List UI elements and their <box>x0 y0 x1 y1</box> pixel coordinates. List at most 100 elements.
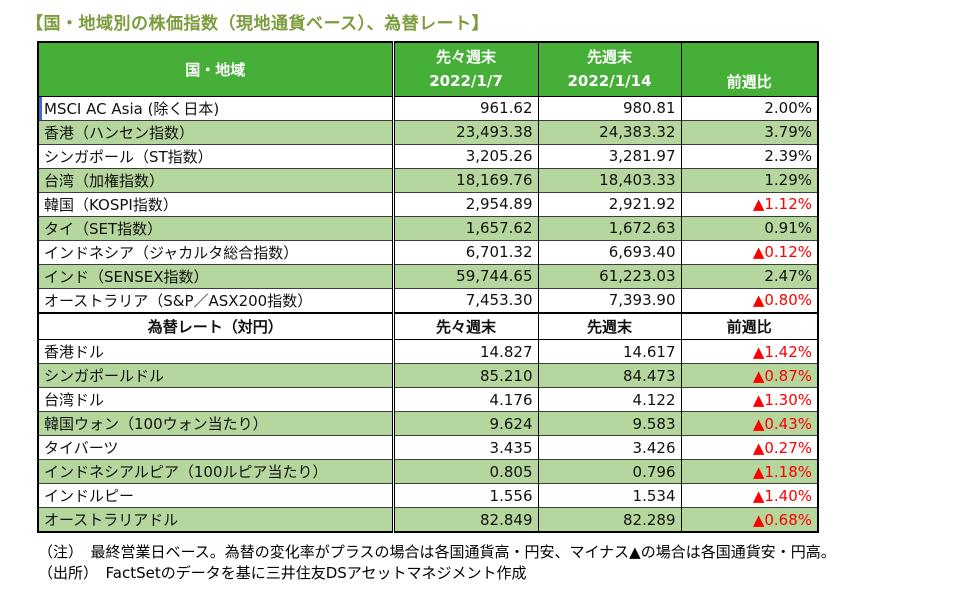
header-week-before-last-label: 先々週末 <box>435 48 496 67</box>
country-name-cell: オーストラリア（S&P／ASX200指数） <box>37 287 395 313</box>
header-wow-change: 前週比 <box>680 42 818 97</box>
fx-header-wow-change: 前週比 <box>680 311 818 340</box>
table-row: タイバーツ 3.435 3.426 ▲0.27% <box>37 435 818 460</box>
last-week-value-cell: 7,393.90 <box>537 287 681 313</box>
table-row: オーストラリア（S&P／ASX200指数） 7,453.30 7,393.90 ▲0.… <box>37 287 818 313</box>
week-before-last-value-cell: 2,954.89 <box>392 191 538 216</box>
table-row: 韓国（KOSPI指数） 2,954.89 2,921.92 ▲1.12% <box>37 191 818 216</box>
table-row: 台湾ドル 4.176 4.122 ▲1.30% <box>37 387 818 412</box>
week-before-last-value-cell: 0.805 <box>392 459 538 484</box>
week-before-last-value-cell: 9.624 <box>392 411 538 436</box>
country-name-cell: シンガポール（ST指数） <box>37 143 395 168</box>
last-week-value-cell: 14.617 <box>537 339 681 364</box>
country-name-cell: タイバーツ <box>37 435 395 460</box>
country-name-cell: 香港ドル <box>37 339 395 364</box>
table-row: タイ（SET指数） 1,657.62 1,672.63 0.91% <box>37 215 818 240</box>
wow-change-cell: 2.39% <box>680 143 818 168</box>
stock-table-body: MSCI AC Asia (除く日本) 961.62 980.81 2.00% 香港（ハ… <box>37 96 818 313</box>
last-week-value-cell: 1,672.63 <box>537 215 681 240</box>
last-week-value-cell: 4.122 <box>537 387 681 412</box>
week-before-last-value-cell: 4.176 <box>392 387 538 412</box>
note-line: （注） 最終営業日ベース。為替の変化率がプラスの場合は各国通貨高・円安、マイナス… <box>38 543 836 561</box>
last-week-value-cell: 2,921.92 <box>537 191 681 216</box>
wow-change-cell: ▲0.80% <box>680 287 818 313</box>
table-row: 香港ドル 14.827 14.617 ▲1.42% <box>37 339 818 364</box>
wow-change-cell: 2.00% <box>680 96 818 120</box>
last-week-value-cell: 3,281.97 <box>537 143 681 168</box>
stock-table-header: 国・地域 先々週末 2022/1/7 先週末 2022/1/14 前週比 <box>37 42 818 97</box>
page-title: 【国・地域別の株価指数（現地通貨ベース）、為替レート】 <box>26 14 490 34</box>
table-row: インドネシア（ジャカルタ総合指数） 6,701.32 6,693.40 ▲0.12% <box>37 239 818 264</box>
week-before-last-value-cell: 18,169.76 <box>392 167 538 192</box>
wow-change-cell: ▲1.42% <box>680 339 818 364</box>
week-before-last-value-cell: 1.556 <box>392 483 538 508</box>
week-before-last-value-cell: 7,453.30 <box>392 287 538 313</box>
week-before-last-value-cell: 23,493.38 <box>392 119 538 144</box>
table-row: インド（SENSEX指数） 59,744.65 61,223.03 2.47% <box>37 263 818 288</box>
header-last-week-date: 2022/1/14 <box>567 72 652 91</box>
country-name-cell: オーストラリアドル <box>37 507 395 532</box>
country-name-cell: タイ（SET指数） <box>37 215 395 240</box>
last-week-value-cell: 1.534 <box>537 483 681 508</box>
week-before-last-value-cell: 59,744.65 <box>392 263 538 288</box>
wow-change-cell: ▲1.30% <box>680 387 818 412</box>
wow-change-cell: ▲0.87% <box>680 363 818 388</box>
last-week-value-cell: 6,693.40 <box>537 239 681 264</box>
table-row: 韓国ウォン（100ウォン当たり） 9.624 9.583 ▲0.43% <box>37 411 818 436</box>
wow-change-cell: 0.91% <box>680 215 818 240</box>
table-row: シンガポールドル 85.210 84.473 ▲0.87% <box>37 363 818 388</box>
last-week-value-cell: 18,403.33 <box>537 167 681 192</box>
country-name-cell: インドネシア（ジャカルタ総合指数） <box>37 239 395 264</box>
fx-table-header: 為替レート（対円） 先々週末 先週末 前週比 <box>37 311 818 340</box>
last-week-value-cell: 9.583 <box>537 411 681 436</box>
wow-change-cell: 1.29% <box>680 167 818 192</box>
header-last-week: 先週末 2022/1/14 <box>537 42 681 97</box>
wow-change-cell: ▲0.12% <box>680 239 818 264</box>
wow-change-cell: ▲1.18% <box>680 459 818 484</box>
country-name-cell: シンガポールドル <box>37 363 395 388</box>
last-week-value-cell: 61,223.03 <box>537 263 681 288</box>
table-row: 台湾（加権指数） 18,169.76 18,403.33 1.29% <box>37 167 818 192</box>
source-line: （出所） FactSetのデータを基に三井住友DSアセットマネジメント作成 <box>38 564 527 582</box>
wow-change-cell: ▲0.43% <box>680 411 818 436</box>
wow-change-cell: ▲0.27% <box>680 435 818 460</box>
week-before-last-value-cell: 85.210 <box>392 363 538 388</box>
country-name-cell: 韓国ウォン（100ウォン当たり） <box>37 411 395 436</box>
last-week-value-cell: 24,383.32 <box>537 119 681 144</box>
table-row: シンガポール（ST指数） 3,205.26 3,281.97 2.39% <box>37 143 818 168</box>
country-name-cell: 香港（ハンセン指数） <box>37 119 395 144</box>
table-row: インドルピー 1.556 1.534 ▲1.40% <box>37 483 818 508</box>
week-before-last-value-cell: 3,205.26 <box>392 143 538 168</box>
week-before-last-value-cell: 6,701.32 <box>392 239 538 264</box>
fx-header-last-week: 先週末 <box>537 311 681 340</box>
table-row: インドネシアルピア（100ルピア当たり） 0.805 0.796 ▲1.18% <box>37 459 818 484</box>
stock-header-row: 国・地域 先々週末 2022/1/7 先週末 2022/1/14 前週比 <box>37 42 818 97</box>
week-before-last-value-cell: 961.62 <box>392 96 538 120</box>
country-name-cell: インドネシアルピア（100ルピア当たり） <box>37 459 395 484</box>
header-fx-label: 為替レート（対円） <box>37 311 395 340</box>
wow-change-cell: 2.47% <box>680 263 818 288</box>
fx-table-body: 香港ドル 14.827 14.617 ▲1.42% シンガポールドル 85.210 84.4… <box>37 339 818 532</box>
country-name-cell: 韓国（KOSPI指数） <box>37 191 395 216</box>
country-name-cell: 台湾ドル <box>37 387 395 412</box>
table-row: MSCI AC Asia (除く日本) 961.62 980.81 2.00% <box>37 96 818 120</box>
last-week-value-cell: 3.426 <box>537 435 681 460</box>
country-name-cell: インド（SENSEX指数） <box>37 263 395 288</box>
week-before-last-value-cell: 3.435 <box>392 435 538 460</box>
header-week-before-last: 先々週末 2022/1/7 <box>392 42 538 97</box>
last-week-value-cell: 0.796 <box>537 459 681 484</box>
last-week-value-cell: 980.81 <box>537 96 681 120</box>
table-row: オーストラリアドル 82.849 82.289 ▲0.68% <box>37 507 818 532</box>
fx-header-week-before-last: 先々週末 <box>392 311 538 340</box>
footnotes: （注） 最終営業日ベース。為替の変化率がプラスの場合は各国通貨高・円安、マイナス… <box>38 542 964 584</box>
wow-change-cell: 3.79% <box>680 119 818 144</box>
wow-change-cell: ▲0.68% <box>680 507 818 532</box>
header-last-week-label: 先週末 <box>586 48 632 67</box>
last-week-value-cell: 84.473 <box>537 363 681 388</box>
week-before-last-value-cell: 1,657.62 <box>392 215 538 240</box>
stock-and-fx-table: 国・地域 先々週末 2022/1/7 先週末 2022/1/14 前週比 MSC… <box>37 41 819 533</box>
country-name-cell: 台湾（加権指数） <box>37 167 395 192</box>
header-region: 国・地域 <box>37 42 395 97</box>
country-name-cell: MSCI AC Asia (除く日本) <box>37 96 395 120</box>
wow-change-cell: ▲1.40% <box>680 483 818 508</box>
